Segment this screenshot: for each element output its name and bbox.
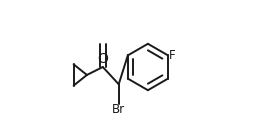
Text: F: F <box>169 49 176 62</box>
Text: O: O <box>98 52 108 66</box>
Text: Br: Br <box>112 103 125 116</box>
